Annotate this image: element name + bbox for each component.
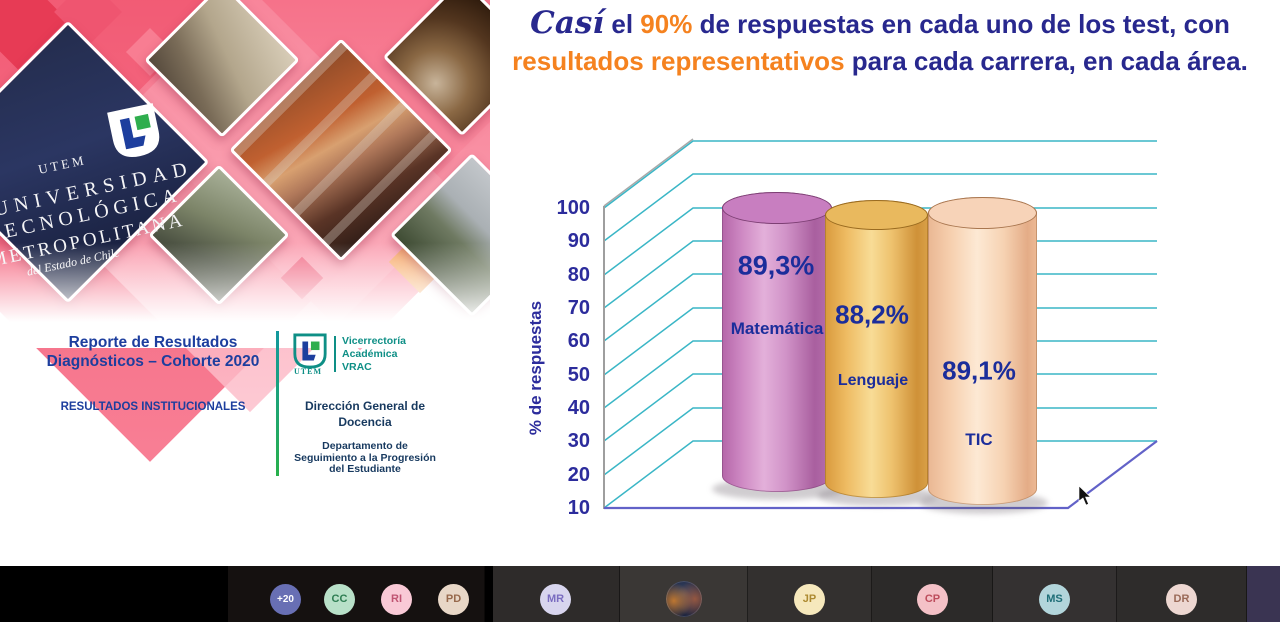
title-casi: Casí bbox=[530, 5, 605, 41]
participant-tile-edge[interactable] bbox=[1247, 566, 1280, 622]
vrac-logo-text: UTEM bbox=[294, 367, 322, 376]
participant-avatar-dr[interactable]: DR bbox=[1166, 584, 1197, 615]
value-tic: 89,1% bbox=[942, 355, 1016, 386]
title-el: el bbox=[604, 9, 641, 39]
ytick-10: 10 bbox=[567, 497, 590, 519]
ytick-70: 70 bbox=[567, 297, 590, 319]
participant-avatar-ri[interactable]: RI bbox=[381, 584, 412, 615]
label-tic: TIC bbox=[965, 430, 993, 449]
vrac-line3: VRAC bbox=[342, 361, 372, 373]
bar-matematica-top bbox=[722, 192, 832, 224]
dept-line3: del Estudiante bbox=[329, 463, 401, 475]
bar-matematica-body bbox=[722, 192, 832, 492]
report-title-line2: Diagnósticos – Cohorte 2020 bbox=[46, 353, 260, 370]
white-fade-overlay bbox=[0, 243, 490, 348]
report-subtitle: RESULTADOS INSTITUCIONALES bbox=[60, 401, 246, 413]
docencia-line1: Dirección General de bbox=[304, 399, 426, 413]
vertical-separator bbox=[276, 331, 279, 476]
ytick-40: 40 bbox=[567, 397, 590, 419]
participant-avatar-cp[interactable]: CP bbox=[917, 584, 948, 615]
report-title-line1: Reporte de Resultados bbox=[68, 334, 238, 351]
chart-slide-title: Casí el 90% de respuestas en cada uno de… bbox=[500, 5, 1260, 80]
cursor-icon bbox=[1078, 486, 1092, 506]
participant-avatar-pd[interactable]: PD bbox=[438, 584, 469, 615]
shared-slide-cover: UTEM UNIVERSIDAD TECNOLÓGICA METROPOLITA… bbox=[0, 0, 490, 566]
department-title: Departamento de Seguimiento a la Progres… bbox=[280, 440, 450, 476]
bar-tic bbox=[928, 197, 1037, 505]
title-seg1: de respuestas en cada uno de los test, c… bbox=[692, 9, 1230, 39]
participant-filmstrip bbox=[0, 566, 1280, 622]
ytick-30: 30 bbox=[567, 430, 590, 452]
vrac-line2: Académica bbox=[342, 348, 398, 360]
report-title: Reporte de Resultados Diagnósticos – Coh… bbox=[18, 333, 288, 371]
ytick-80: 80 bbox=[567, 264, 590, 286]
bar-lenguaje-body bbox=[825, 200, 928, 498]
ytick-50: 50 bbox=[567, 364, 590, 386]
dept-line2: Seguimiento a la Progresión bbox=[294, 451, 436, 464]
title-seg2: para cada carrera, en cada área. bbox=[844, 46, 1248, 76]
bar-matematica bbox=[722, 192, 832, 492]
docencia-line2: Docencia bbox=[338, 414, 392, 429]
bar-tic-body bbox=[928, 197, 1037, 505]
participant-avatar-mr[interactable]: MR bbox=[540, 584, 571, 615]
participant-avatar-cc[interactable]: CC bbox=[324, 584, 355, 615]
value-lenguaje: 88,2% bbox=[835, 299, 909, 330]
title-pct: 90% bbox=[640, 9, 693, 39]
value-matematica: 89,3% bbox=[737, 250, 815, 281]
bar-lenguaje bbox=[825, 200, 928, 498]
dept-line1: Departamento de bbox=[322, 440, 408, 452]
shared-slide-chart: Casí el 90% de respuestas en cada uno de… bbox=[490, 0, 1280, 566]
bar-tic-top bbox=[928, 197, 1037, 229]
ytick-100: 100 bbox=[556, 197, 590, 219]
y-axis-title: % de respuestas bbox=[526, 300, 545, 436]
participant-video-thumbnail[interactable] bbox=[666, 581, 702, 617]
vrac-divider bbox=[334, 336, 336, 372]
ytick-90: 90 bbox=[567, 230, 590, 252]
ytick-60: 60 bbox=[567, 330, 590, 352]
docencia-title: Dirección General de Docencia bbox=[285, 399, 445, 430]
vrac-line1: Vicerrectoría bbox=[342, 335, 407, 347]
overflow-count-avatar[interactable]: +20 bbox=[270, 584, 301, 615]
participant-avatar-jp[interactable]: JP bbox=[794, 584, 825, 615]
label-lenguaje: Lenguaje bbox=[837, 372, 909, 389]
ytick-20: 20 bbox=[567, 464, 590, 486]
participant-avatar-ms[interactable]: MS bbox=[1039, 584, 1070, 615]
label-matematica: Matemática bbox=[730, 319, 824, 338]
title-highlight: resultados representativos bbox=[512, 46, 845, 76]
vrac-logo-shield-icon bbox=[293, 333, 327, 369]
vrac-title: Vicerrectoría Académica VRAC bbox=[342, 335, 406, 374]
bar-lenguaje-top bbox=[825, 200, 928, 230]
utem-logo-shield-icon bbox=[107, 103, 160, 157]
